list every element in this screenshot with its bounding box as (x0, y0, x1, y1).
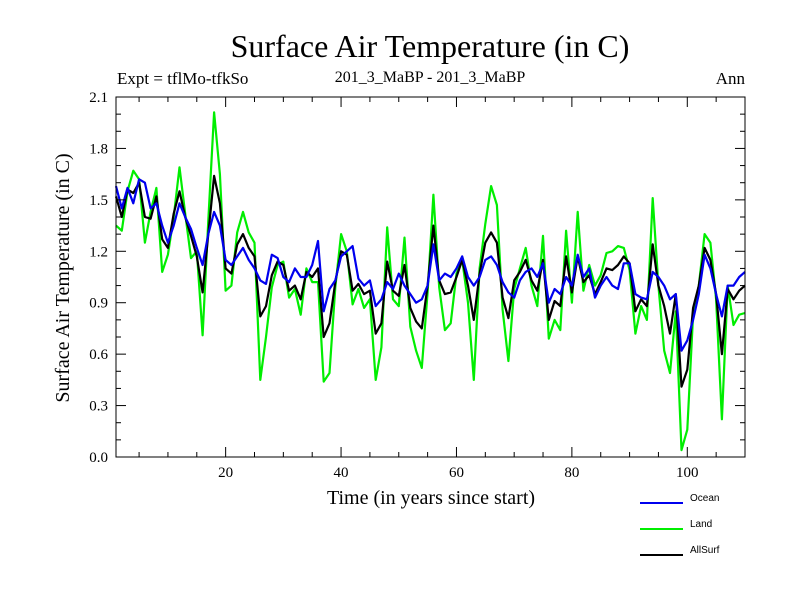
y-axis-label: Surface Air Temperature (in C) (52, 153, 74, 402)
y-tick-label: 0.0 (89, 450, 108, 466)
x-tick-label: 40 (334, 465, 349, 481)
y-tick-label: 0.6 (89, 347, 108, 363)
period-label: 201_3_MaBP - 201_3_MaBP (335, 69, 526, 86)
y-tick-label: 0.9 (89, 296, 108, 312)
series-layer (114, 111, 746, 452)
series-line-allsurf (114, 174, 746, 388)
x-tick-label: 100 (676, 465, 699, 481)
series-line-ocean (114, 178, 746, 352)
series-line-land (115, 111, 746, 452)
season-label: Ann (716, 69, 746, 88)
x-tick-label: 20 (218, 465, 233, 481)
y-tick-label: 1.5 (89, 193, 108, 209)
chart-title: Surface Air Temperature (in C) (231, 28, 630, 64)
x-axis-label: Time (in years since start) (327, 487, 535, 509)
y-tick-label: 0.3 (89, 399, 108, 415)
x-tick-label: 60 (449, 465, 464, 481)
y-tick-label: 1.2 (89, 244, 108, 260)
plot-frame (115, 96, 746, 458)
y-tick-label: 1.8 (89, 141, 108, 157)
legend: Ocean Land AllSurf (640, 493, 720, 556)
legend-label-land: Land (690, 519, 712, 530)
x-tick-label: 80 (564, 465, 579, 481)
legend-label-ocean: Ocean (690, 493, 719, 504)
ticks-layer: 20 40 60 80 100 0.0 0.3 0.6 0.9 1.2 1.5 1.8 2.1 (89, 90, 746, 481)
experiment-label: Expt = tflMo-tfkSo (117, 69, 248, 88)
y-tick-label: 2.1 (89, 90, 108, 106)
legend-label-allsurf: AllSurf (690, 545, 720, 556)
